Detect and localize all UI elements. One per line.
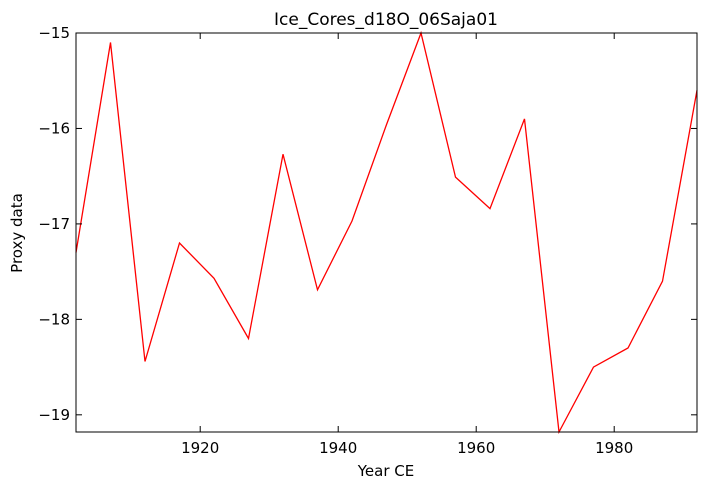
y-tick-label: −18 [38, 310, 70, 328]
y-axis-label: Proxy data [8, 193, 26, 273]
x-tick-label: 1980 [595, 439, 633, 457]
chart-title: Ice_Cores_d18O_06Saja01 [274, 10, 498, 30]
x-tick-label: 1920 [181, 439, 219, 457]
y-tick-label: −17 [38, 215, 70, 233]
y-tick-label: −19 [38, 406, 70, 424]
x-axis-label: Year CE [357, 462, 414, 480]
series-line [75, 30, 698, 435]
y-tick-label: −15 [38, 24, 70, 42]
plot-frame [75, 32, 698, 433]
x-tick-label: 1940 [319, 439, 357, 457]
x-tick-label: 1960 [457, 439, 495, 457]
plot-area: 1920 1940 1960 1980 −15 −16 −17 −18 −19 [38, 24, 698, 457]
y-tick-label: −16 [38, 119, 70, 137]
